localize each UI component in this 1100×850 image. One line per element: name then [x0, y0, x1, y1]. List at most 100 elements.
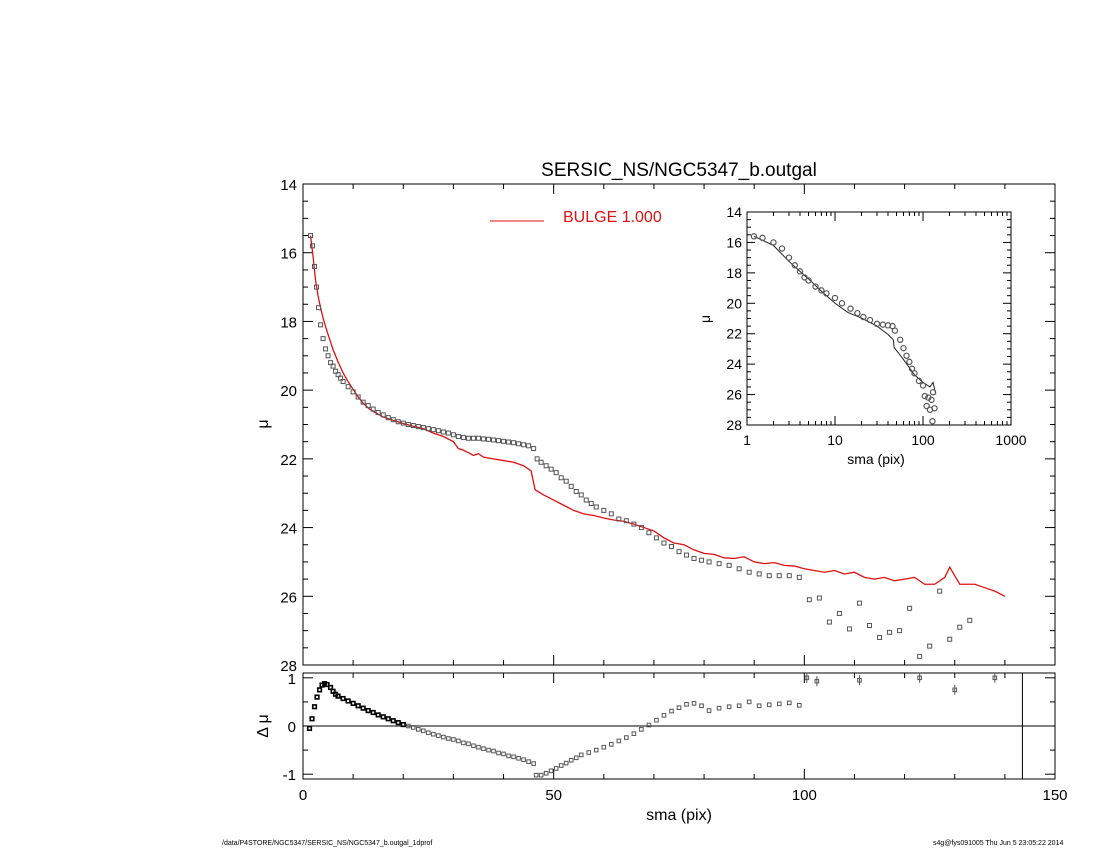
data-point: [496, 438, 502, 444]
inset-x-tick-label: 1000: [995, 432, 1026, 448]
residual-point: [426, 730, 431, 736]
residual-point: [431, 731, 436, 737]
data-point: [318, 322, 324, 328]
inset-data-point: [860, 313, 867, 321]
data-point: [516, 441, 522, 447]
data-point: [395, 419, 401, 425]
inset-data-point: [911, 370, 918, 377]
data-point: [440, 429, 446, 435]
residual-point: [746, 699, 752, 705]
residual-reference-lines: [303, 673, 1055, 779]
data-point: [355, 394, 361, 400]
inset-data-point: [791, 262, 799, 269]
inset-y-tick-label: 26: [726, 387, 742, 403]
main-y-tick-label: 20: [280, 383, 297, 400]
residual-point: [669, 708, 674, 714]
residual-y-axis-label: Δ μ: [255, 714, 272, 737]
inset-y-tick-label: 20: [726, 295, 742, 311]
residual-point: [314, 694, 320, 700]
legend-label: BULGE 1.000: [563, 209, 662, 226]
residual-point: [684, 702, 689, 707]
residual-point: [324, 681, 330, 688]
data-point: [420, 425, 426, 431]
data-point: [480, 436, 486, 442]
data-point: [638, 525, 644, 531]
data-point: [328, 360, 334, 366]
data-point: [415, 424, 421, 430]
residual-point: [370, 709, 376, 716]
data-point: [766, 573, 772, 579]
main-y-axis-label: μ: [255, 419, 272, 428]
residual-point: [804, 675, 810, 681]
residual-point: [631, 731, 637, 737]
residual-point: [766, 702, 772, 708]
data-point: [856, 600, 862, 606]
residual-x-tick-label: 100: [792, 787, 817, 804]
residual-point: [496, 750, 501, 756]
data-point: [455, 434, 461, 440]
data-point: [927, 643, 933, 649]
data-point: [338, 375, 344, 381]
main-y-tick-labels: 14 16 18 20 22 24 26 28: [280, 177, 297, 675]
data-point: [380, 412, 386, 418]
data-point: [511, 440, 517, 446]
inset-data-point: [923, 402, 930, 410]
data-point: [661, 540, 667, 546]
residual-point: [309, 716, 315, 722]
residual-point: [776, 701, 782, 707]
data-point: [623, 518, 629, 524]
data-point: [521, 442, 527, 448]
data-point: [370, 406, 376, 412]
data-point: [340, 379, 346, 385]
data-point: [836, 610, 842, 616]
data-point: [699, 557, 705, 563]
residual-point: [624, 735, 629, 740]
data-point: [691, 555, 697, 561]
inset-x-tick-label: 10: [827, 432, 843, 448]
data-point: [756, 571, 762, 577]
inset-data-point: [812, 283, 819, 290]
inset-data-point: [929, 417, 936, 425]
residual-point: [558, 763, 564, 768]
residual-x-tick-label: 150: [1042, 787, 1067, 804]
residual-point: [526, 759, 531, 764]
residual-point: [481, 746, 486, 751]
data-point: [410, 423, 416, 429]
residual-point: [355, 703, 361, 709]
residual-point: [340, 695, 346, 702]
inset-data-point: [891, 327, 899, 334]
data-point: [917, 653, 923, 659]
data-point: [314, 284, 320, 290]
inset-data-point: [805, 277, 812, 284]
model-line: [309, 235, 1006, 597]
residual-point: [306, 725, 313, 732]
data-point: [578, 492, 584, 498]
residual-point: [568, 757, 574, 763]
residual-point: [345, 698, 351, 704]
residual-point: [390, 718, 396, 724]
residual-point: [395, 720, 401, 726]
residual-point: [531, 761, 536, 766]
residual-data-points: [306, 672, 998, 778]
inset-y-tick-label: 24: [726, 356, 742, 372]
residual-point: [676, 705, 682, 710]
data-point: [726, 562, 732, 568]
data-point: [445, 430, 451, 436]
residual-point: [316, 687, 323, 693]
residual-point: [456, 738, 461, 744]
residual-point: [593, 747, 599, 753]
residual-point: [857, 677, 862, 683]
data-point: [716, 561, 722, 567]
data-point: [548, 466, 554, 472]
inset-data-point: [873, 320, 881, 328]
data-point: [796, 574, 802, 580]
residual-point: [405, 723, 411, 729]
data-point: [310, 243, 316, 249]
inset-data-point: [759, 234, 766, 242]
residual-point: [639, 727, 644, 732]
data-point: [746, 569, 752, 575]
data-point: [631, 521, 637, 527]
main-y-tick-label: 18: [280, 314, 297, 331]
